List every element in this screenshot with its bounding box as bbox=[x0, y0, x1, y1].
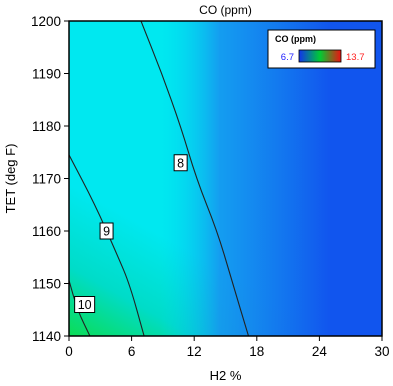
color-field bbox=[69, 21, 382, 336]
contour-line-8 bbox=[140, 21, 250, 336]
legend-color-bar bbox=[298, 49, 342, 63]
color-field-overlay bbox=[69, 21, 382, 336]
contour-label-8: 8 bbox=[177, 156, 184, 170]
x-tick-label: 0 bbox=[65, 344, 73, 359]
contour-label-9: 9 bbox=[103, 225, 110, 239]
x-tick-label: 12 bbox=[187, 344, 202, 359]
x-tick-label: 30 bbox=[374, 344, 389, 359]
y-axis-label: TET (deg F) bbox=[3, 144, 18, 214]
contour-label-box-8 bbox=[173, 154, 188, 172]
contour-labels: 8 9 10 bbox=[74, 154, 188, 313]
legend-title: CO (ppm) bbox=[275, 34, 316, 44]
y-tick-label: 1190 bbox=[32, 67, 61, 82]
y-tick-label: 1150 bbox=[32, 277, 61, 292]
legend-min-label: 6.7 bbox=[281, 52, 294, 63]
y-tick-label: 1140 bbox=[32, 329, 61, 344]
x-tick-label: 24 bbox=[312, 344, 328, 359]
x-axis: 0 6 12 18 24 30 bbox=[65, 336, 390, 359]
x-tick-label: 18 bbox=[249, 344, 264, 359]
y-tick-label: 1170 bbox=[32, 172, 61, 187]
chart-title: CO (ppm) bbox=[199, 3, 252, 17]
y-tick-label: 1180 bbox=[32, 119, 61, 134]
contour-label-box-10 bbox=[74, 296, 96, 313]
y-axis: 1140 1150 1160 1170 1180 1190 1200 bbox=[31, 14, 69, 344]
x-tick-label: 6 bbox=[128, 344, 136, 359]
y-tick-label: 1200 bbox=[31, 14, 61, 29]
contour-label-box-9 bbox=[99, 222, 114, 240]
legend-max-label: 13.7 bbox=[346, 52, 365, 63]
contour-label-10: 10 bbox=[78, 298, 92, 312]
x-axis-label: H2 % bbox=[210, 368, 242, 383]
y-tick-label: 1160 bbox=[32, 224, 61, 239]
color-legend: CO (ppm) 6.7 13.7 bbox=[267, 29, 376, 69]
